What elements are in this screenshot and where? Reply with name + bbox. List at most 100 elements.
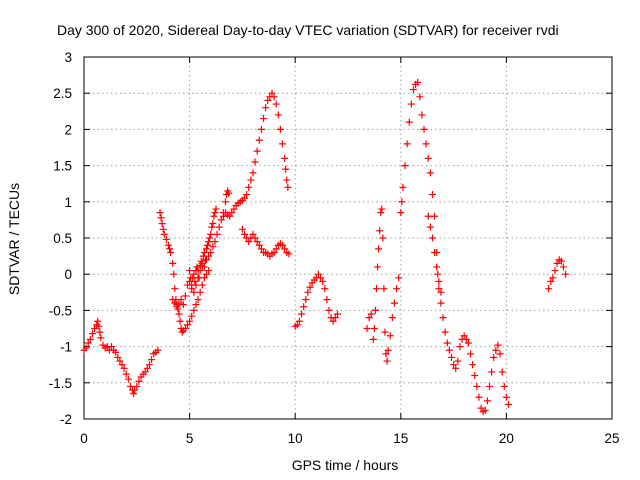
data-point (133, 382, 141, 390)
data-point (164, 241, 172, 249)
data-point (126, 382, 134, 390)
data-point (171, 285, 179, 293)
data-point (426, 169, 434, 177)
data-point (279, 241, 287, 249)
data-point (403, 140, 411, 148)
data-point (175, 310, 183, 318)
y-axis-title: SDTVAR / TECUs (6, 183, 22, 295)
data-point (247, 176, 255, 184)
data-point (204, 241, 212, 249)
data-point (249, 169, 257, 177)
data-point (196, 288, 204, 296)
data-point (206, 234, 214, 242)
data-point (166, 245, 174, 253)
data-point (122, 370, 130, 378)
data-point (374, 263, 382, 271)
data-point (488, 368, 496, 376)
data-point (380, 285, 388, 293)
x-axis-title: GPS time / hours (292, 457, 399, 473)
data-point (225, 189, 233, 197)
data-point (82, 344, 90, 352)
data-point (454, 357, 462, 365)
data-point (176, 317, 184, 325)
data-point (255, 136, 263, 144)
data-point (202, 270, 210, 278)
data-point (426, 223, 434, 231)
data-point (483, 397, 491, 405)
data-point (173, 303, 181, 311)
data-point (475, 393, 483, 401)
data-point (424, 212, 432, 220)
data-point (190, 288, 198, 296)
data-point (116, 357, 124, 365)
data-point (398, 198, 406, 206)
data-point (433, 263, 441, 271)
data-point (434, 270, 442, 278)
data-point (293, 321, 301, 329)
data-point (405, 118, 413, 126)
data-point (88, 330, 96, 338)
data-point (194, 296, 202, 304)
data-point (317, 274, 325, 282)
data-point (481, 406, 489, 414)
grid (84, 57, 612, 419)
data-point (494, 341, 502, 349)
data-point (473, 382, 481, 390)
data-point (377, 209, 385, 217)
data-point (431, 248, 439, 256)
data-point (333, 310, 341, 318)
data-point (418, 111, 426, 119)
data-point (414, 78, 422, 86)
data-point (460, 332, 468, 340)
data-point (97, 334, 105, 342)
data-point (178, 328, 186, 336)
data-point (145, 361, 153, 369)
data-point (407, 100, 415, 108)
data-point (257, 125, 265, 133)
y-tick-label: 1 (64, 195, 72, 210)
data-point (253, 238, 261, 246)
data-point (321, 285, 329, 293)
data-point (375, 245, 383, 253)
y-tick-label: -1 (60, 340, 72, 355)
data-point (373, 285, 381, 293)
data-point (230, 205, 238, 213)
data-point (196, 267, 204, 275)
data-point (422, 140, 430, 148)
data-point (274, 111, 282, 119)
data-point (249, 230, 257, 238)
data-point (452, 364, 460, 372)
data-point (371, 306, 379, 314)
data-point (399, 183, 407, 191)
data-point (209, 220, 217, 228)
data-point (162, 235, 170, 243)
data-point (424, 154, 432, 162)
data-point (329, 317, 337, 325)
data-point (363, 325, 371, 332)
data-point (124, 375, 132, 383)
data-point (370, 325, 378, 332)
data-point (158, 220, 166, 228)
data-point (202, 245, 210, 253)
data-point (181, 325, 189, 332)
data-point (395, 274, 403, 282)
data-point (270, 248, 278, 256)
data-point (200, 248, 208, 256)
data-point (281, 245, 289, 253)
data-point (228, 209, 236, 217)
data-point (456, 343, 464, 351)
data-point (416, 93, 424, 101)
data-point (209, 243, 217, 251)
data-point (192, 301, 200, 309)
data-point (276, 125, 284, 133)
data-point (192, 281, 200, 289)
data-point (186, 317, 194, 325)
data-point (188, 312, 196, 320)
data-point (379, 234, 387, 242)
x-tick-label: 10 (288, 431, 303, 446)
data-point (388, 314, 396, 322)
y-tick-label: 0 (64, 267, 72, 282)
data-point (156, 209, 164, 217)
data-point (198, 281, 206, 289)
data-point (186, 277, 194, 285)
